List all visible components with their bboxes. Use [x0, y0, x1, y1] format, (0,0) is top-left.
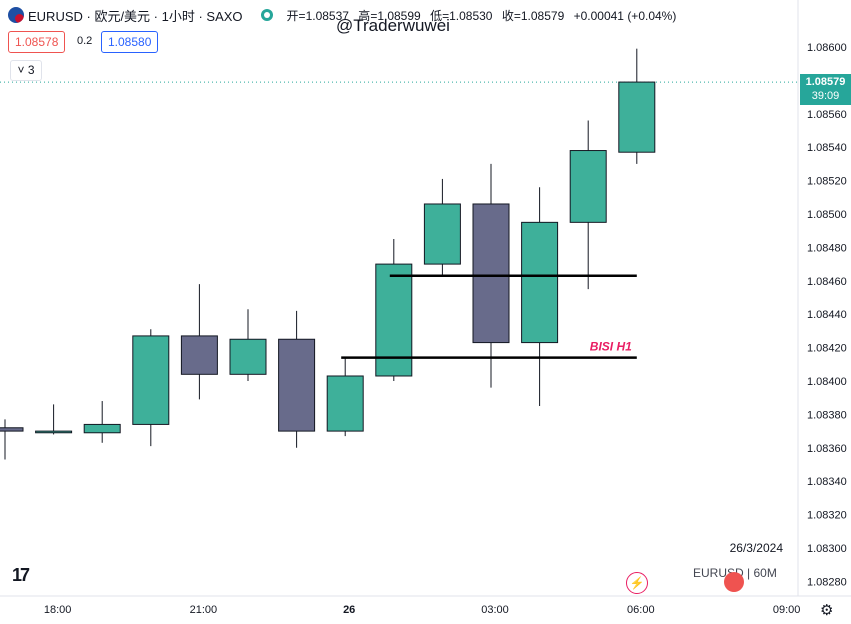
candle-body: [229, 338, 267, 375]
y-tick-label: 1.08520: [807, 176, 847, 188]
change-value: +0.00041 (+0.04%): [573, 8, 677, 23]
bolt-icon[interactable]: ⚡: [626, 572, 648, 594]
candle-body: [35, 430, 73, 434]
line-label: BISI H1: [590, 340, 632, 354]
open-label: 开: [286, 8, 299, 23]
y-tick-label: 1.08400: [807, 376, 847, 388]
sell-button[interactable]: 1.08578: [8, 31, 66, 53]
candle-body: [423, 203, 461, 265]
us-flag-icon[interactable]: [724, 572, 744, 592]
date-label: 26/3/2024: [729, 541, 783, 555]
bar-countdown: 39:09: [811, 90, 840, 102]
last-price-tag: 1.08579 39:09: [800, 74, 851, 105]
y-tick-label: 1.08320: [807, 510, 847, 522]
candle-body: [132, 335, 170, 425]
last-price-value: 1.08579: [805, 76, 846, 88]
y-tick-label: 1.08420: [807, 343, 847, 355]
open-value: 1.08537: [305, 8, 349, 23]
indicators-toggle[interactable]: ˅ 3: [10, 60, 42, 81]
high-label: 高: [358, 8, 371, 23]
spread-value: 0.2: [77, 35, 93, 47]
y-tick-label: 1.08280: [807, 576, 847, 588]
low-value: 1.08530: [449, 8, 493, 23]
candle-body: [0, 427, 24, 432]
watermark-text: @Traderwuwei: [336, 16, 450, 35]
ohlc-values: 开=1.08537 高=1.08599 低=1.08530 收=1.08579 …: [286, 8, 677, 23]
y-tick-label: 1.08360: [807, 443, 847, 455]
candle-body: [569, 150, 607, 223]
candle-body: [180, 335, 218, 375]
close-value: 1.08579: [520, 8, 565, 23]
candle-body: [326, 375, 364, 432]
candle-body: [375, 263, 413, 377]
x-tick-label: 03:00: [481, 604, 509, 616]
candle-body: [278, 338, 316, 432]
status-dot-icon: [260, 9, 273, 21]
candle-body: [472, 203, 510, 344]
symbol-header: EURUSD · 欧元/美元 · 1小时 · SAXO 开=1.08537 高=…: [8, 5, 676, 25]
y-tick-label: 1.08560: [807, 109, 847, 121]
y-tick-label: 1.08340: [807, 476, 847, 488]
close-label: 收: [501, 8, 514, 23]
y-tick-label: 1.08300: [807, 543, 847, 555]
x-tick-label: 21:00: [190, 604, 218, 616]
buy-button[interactable]: 1.08580: [101, 31, 159, 53]
y-tick-label: 1.08600: [807, 42, 847, 54]
tradingview-logo-icon[interactable]: 17: [12, 565, 30, 585]
high-value: 1.08599: [377, 8, 421, 23]
candle-body: [83, 423, 121, 434]
y-tick-label: 1.08540: [807, 142, 847, 154]
indicator-count: 3: [27, 63, 35, 77]
y-tick-label: 1.08440: [807, 309, 847, 321]
y-tick-label: 1.08500: [807, 209, 847, 221]
settings-icon[interactable]: ⚙: [820, 602, 834, 619]
y-tick-label: 1.08380: [807, 409, 847, 421]
currency-flag-icon: [8, 7, 24, 23]
x-tick-label: 26: [343, 604, 355, 616]
x-tick-label: 18:00: [44, 604, 72, 616]
candle-body: [521, 221, 559, 344]
y-tick-label: 1.08460: [807, 276, 847, 288]
symbol-title[interactable]: EURUSD · 欧元/美元 · 1小时 · SAXO: [28, 8, 243, 24]
footer-interval: 60M: [753, 566, 777, 580]
low-label: 低: [430, 8, 443, 23]
candle-body: [618, 81, 656, 153]
x-tick-label: 06:00: [627, 604, 655, 616]
x-tick-label: 09:00: [773, 604, 801, 616]
y-tick-label: 1.08480: [807, 242, 847, 254]
